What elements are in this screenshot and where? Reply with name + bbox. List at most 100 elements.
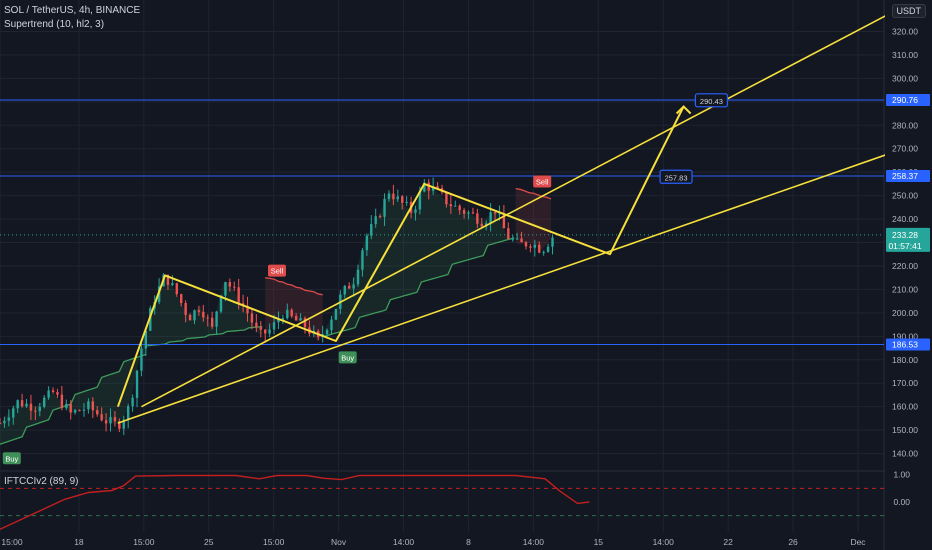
price-tick-label: 320.00 bbox=[892, 26, 918, 36]
price-tick-label: 180.00 bbox=[892, 355, 918, 365]
candle-body bbox=[38, 406, 41, 412]
candle-body bbox=[118, 421, 121, 429]
countdown-label: 01:57:41 bbox=[888, 241, 921, 251]
candle-body bbox=[7, 417, 11, 421]
candle-body bbox=[0, 423, 2, 425]
candle-body bbox=[427, 182, 430, 191]
candle-body bbox=[529, 246, 532, 248]
candle-body bbox=[51, 390, 55, 393]
candle-body bbox=[515, 238, 519, 240]
candle-body bbox=[356, 269, 360, 285]
symbol-title: SOL / TetherUS, 4h, BINANCE bbox=[4, 5, 141, 16]
candle-body bbox=[551, 237, 554, 247]
current-price-label: 233.28 bbox=[892, 230, 918, 240]
supertrend-line bbox=[323, 237, 515, 337]
candle-body bbox=[180, 294, 183, 304]
candle-body bbox=[330, 319, 333, 331]
candle-body bbox=[149, 308, 152, 331]
oscillator-tick-label: 0.00 bbox=[893, 497, 910, 507]
price-tick-label: 270.00 bbox=[892, 144, 918, 154]
candle-body bbox=[347, 285, 351, 289]
price-tick-label: 250.00 bbox=[892, 191, 918, 201]
level-badge bbox=[886, 169, 930, 182]
candle-body bbox=[272, 322, 276, 330]
price-tick-label: 190.00 bbox=[892, 331, 918, 341]
buy-signal-box bbox=[2, 452, 21, 465]
candle-body bbox=[264, 329, 267, 334]
candle-body bbox=[135, 370, 139, 398]
candle-body bbox=[34, 410, 37, 412]
price-tick-label: 300.00 bbox=[892, 73, 918, 83]
candle-body bbox=[126, 406, 130, 420]
candle-body bbox=[246, 305, 249, 314]
price-callout-label: 257.83 bbox=[665, 173, 688, 182]
symbol-legend[interactable]: SOL / TetherUS, 4h, BINANCE bbox=[4, 5, 140, 16]
candle-body bbox=[476, 213, 479, 224]
level-badge-label: 290.76 bbox=[892, 95, 918, 105]
candle-body bbox=[224, 282, 227, 296]
candle-body bbox=[131, 397, 134, 407]
candle-body bbox=[268, 329, 271, 334]
price-axis[interactable]: 140.00 150.00 160.00 170.00 180.00 190.00 200.… bbox=[885, 0, 932, 550]
level-badge-label: 186.53 bbox=[892, 339, 918, 349]
candle-body bbox=[462, 210, 466, 214]
candle-body bbox=[122, 419, 125, 429]
time-tick-label: 22 bbox=[723, 537, 733, 547]
candle-body bbox=[281, 318, 285, 320]
buy-signal-label: Buy bbox=[5, 454, 18, 463]
sell-signal: Sell bbox=[267, 264, 286, 277]
oscillator-pane bbox=[0, 474, 884, 530]
candle-body bbox=[78, 410, 81, 412]
time-tick-label: 15 bbox=[594, 537, 604, 547]
price-tick-label: 240.00 bbox=[892, 214, 918, 224]
supertrend-fill bbox=[0, 330, 146, 445]
candle-body bbox=[396, 196, 399, 200]
candle-body bbox=[378, 216, 382, 218]
indicator-title: Supertrend (10, hl2, 3) bbox=[4, 19, 105, 30]
candle-body bbox=[113, 417, 117, 422]
oscillator-line bbox=[0, 474, 590, 530]
price-callout-label: 290.43 bbox=[700, 97, 723, 106]
time-axis[interactable]: 15:00 18 15:00 25 15:00 Nov 14:00 8 14:00 15 14:00… bbox=[1, 537, 866, 547]
candle-body bbox=[228, 282, 232, 287]
candle-body bbox=[511, 238, 514, 240]
candle-body bbox=[392, 193, 395, 200]
candle-body bbox=[60, 394, 64, 409]
candle-body bbox=[56, 392, 59, 395]
time-tick-label: 15:00 bbox=[263, 537, 285, 547]
candle-body bbox=[188, 314, 192, 321]
candle-body bbox=[210, 317, 214, 327]
candle-body bbox=[383, 198, 386, 217]
channel-lower-line bbox=[117, 152, 891, 424]
time-tick-label: 25 bbox=[204, 537, 214, 547]
candle-body bbox=[237, 287, 240, 304]
candle-body bbox=[361, 250, 364, 270]
candle-body bbox=[471, 212, 475, 214]
price-tick-label: 140.00 bbox=[892, 449, 918, 459]
indicator-legend[interactable]: Supertrend (10, hl2, 3) bbox=[4, 19, 104, 30]
price-tick-label: 200.00 bbox=[892, 308, 918, 318]
time-tick-label: 14:00 bbox=[653, 537, 675, 547]
supertrend-line bbox=[515, 187, 552, 200]
time-tick-label: 14:00 bbox=[393, 537, 415, 547]
candle-body bbox=[401, 196, 404, 203]
channel-drawing[interactable]: 257.83 290.43 bbox=[116, 14, 891, 424]
candle-body bbox=[286, 309, 289, 319]
candle-body bbox=[546, 246, 550, 252]
candle-body bbox=[449, 204, 453, 207]
candle-body bbox=[418, 191, 422, 210]
time-tick-label: 8 bbox=[466, 537, 471, 547]
candle-body bbox=[431, 186, 435, 191]
oscillator-title: IFTCCIv2 (89, 9) bbox=[4, 476, 79, 487]
horizontal-levels[interactable] bbox=[0, 99, 884, 345]
currency-badge[interactable]: USDT bbox=[891, 4, 926, 18]
candle-body bbox=[255, 322, 258, 328]
candle-body bbox=[325, 330, 329, 335]
candle-body bbox=[202, 311, 205, 318]
oscillator-legend[interactable]: IFTCCIv2 (89, 9) bbox=[4, 476, 78, 487]
time-tick-label: Nov bbox=[331, 537, 347, 547]
candle-body bbox=[91, 401, 95, 411]
candle-body bbox=[250, 313, 254, 323]
price-tick-label: 170.00 bbox=[892, 378, 918, 388]
